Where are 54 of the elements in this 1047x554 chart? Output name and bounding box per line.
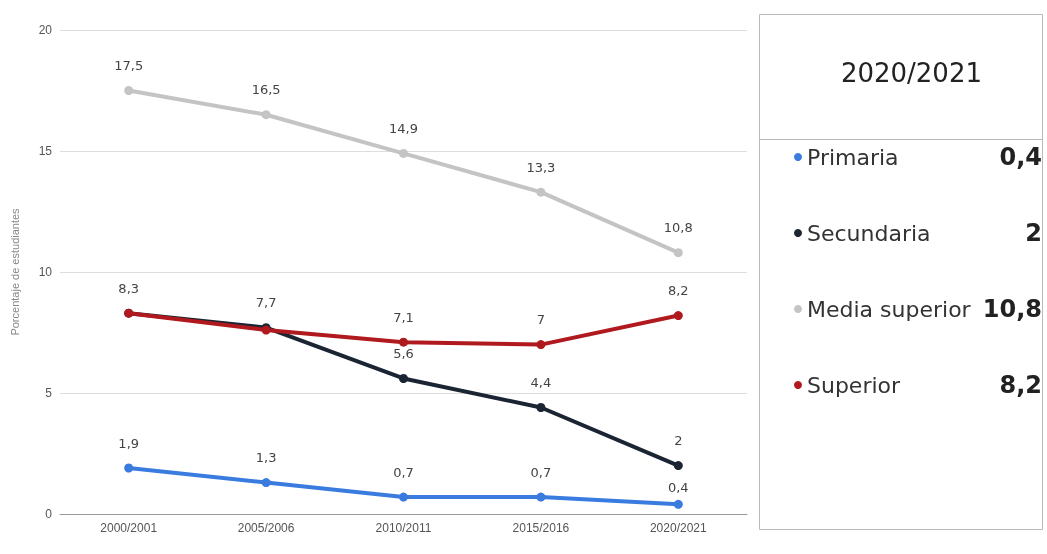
legend-label: Superior xyxy=(807,372,902,398)
point xyxy=(536,403,546,413)
point xyxy=(124,463,134,473)
point xyxy=(536,492,546,502)
y-tick-label: 0 xyxy=(45,507,53,521)
text: 10,8 xyxy=(982,295,1042,323)
data-label: 1,9 xyxy=(118,435,140,451)
data-label: 8,3 xyxy=(118,280,140,296)
legend-label: Secundaria xyxy=(807,220,931,246)
legend-label: Primaria xyxy=(807,144,899,170)
y-tick-label: 10 xyxy=(38,265,53,279)
data-label: 14,9 xyxy=(389,120,418,136)
data-label: 10,8 xyxy=(663,220,693,236)
y-tick-label: 5 xyxy=(45,386,53,400)
data-label: 16,5 xyxy=(251,82,281,98)
text: 2 xyxy=(1025,219,1042,247)
point xyxy=(399,373,408,383)
point xyxy=(536,187,546,197)
point xyxy=(399,492,408,502)
x-tick-label: 2005/2006 xyxy=(237,521,295,535)
legend-label: Media superior xyxy=(807,296,972,322)
data-label: 5,6 xyxy=(393,345,414,361)
point xyxy=(399,148,408,158)
x-tick-label: 2015/2016 xyxy=(512,521,570,535)
data-label: 13,3 xyxy=(526,159,556,175)
text: 0,4 xyxy=(999,143,1042,171)
data-label: 7,1 xyxy=(393,309,414,325)
y-axis-title: Porcentaje de estudiantes xyxy=(8,207,21,336)
point xyxy=(673,461,683,471)
data-label: 1,3 xyxy=(255,450,277,466)
legend-title: 2020/2021 xyxy=(840,58,983,88)
y-tick-label: 15 xyxy=(38,144,53,158)
x-tick-label: 2020/2021 xyxy=(649,521,707,535)
point xyxy=(124,86,134,95)
point xyxy=(261,110,271,120)
x-tick-label: 2000/2001 xyxy=(100,521,158,535)
data-label: 17,5 xyxy=(114,58,144,73)
point xyxy=(673,499,683,509)
point xyxy=(536,340,546,350)
data-label: 8,2 xyxy=(667,283,689,299)
data-label: 7 xyxy=(536,312,546,328)
point xyxy=(261,478,271,488)
point xyxy=(673,248,683,258)
data-label: 0,4 xyxy=(667,479,689,495)
point xyxy=(673,311,683,321)
x-tick-label: 2010/2011 xyxy=(375,521,432,535)
point xyxy=(399,337,408,347)
data-label: 2 xyxy=(674,433,683,449)
data-label: 7,7 xyxy=(255,295,277,311)
text: 8,2 xyxy=(999,371,1042,399)
data-label: 0,7 xyxy=(530,464,552,480)
data-label: 4,4 xyxy=(530,375,552,391)
data-label: 0,7 xyxy=(393,464,414,480)
y-tick-label: 20 xyxy=(38,23,53,37)
